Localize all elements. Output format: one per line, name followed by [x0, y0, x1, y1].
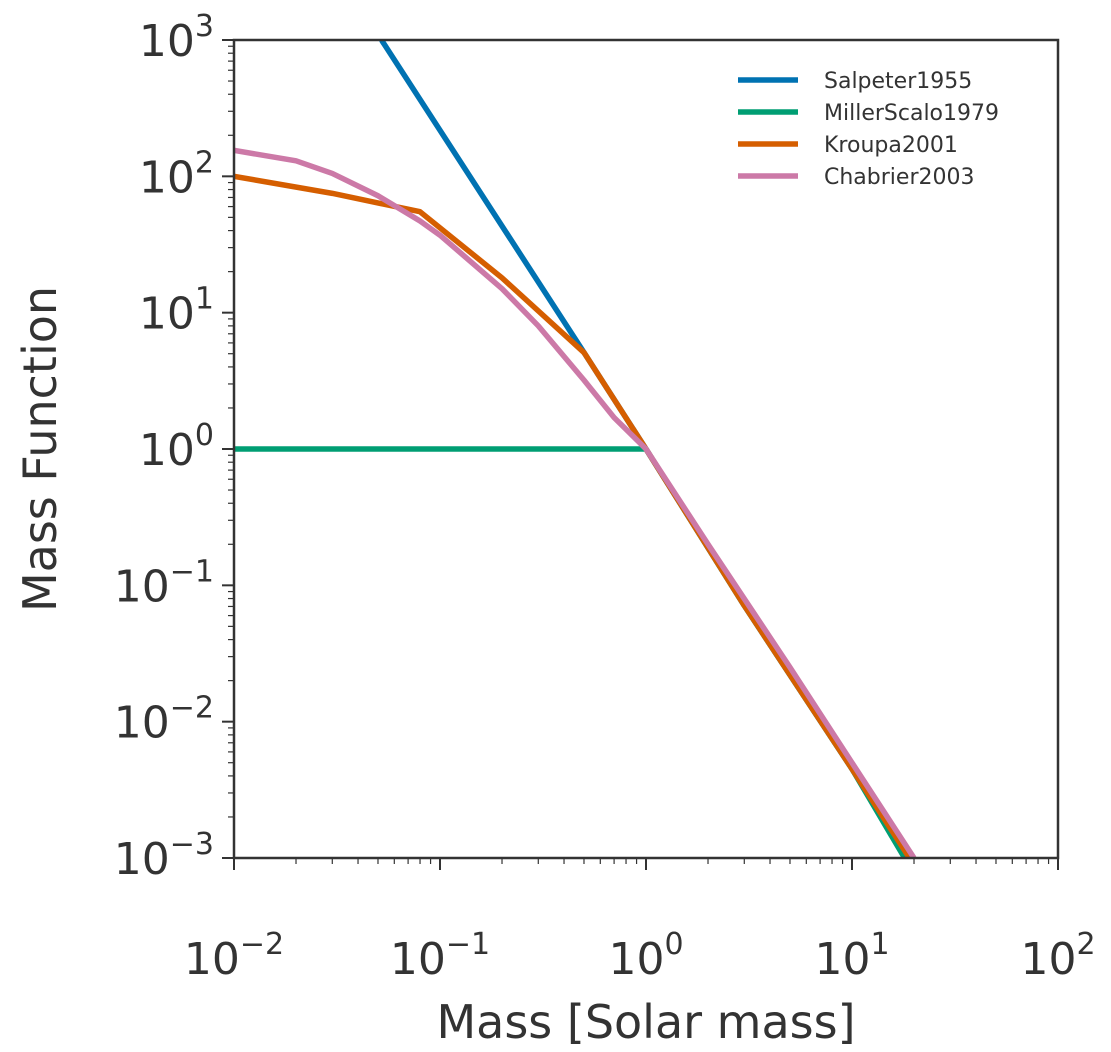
series-line-millerscalo1979 [234, 446, 907, 858]
x-tick-label: 101 [814, 927, 889, 985]
series-line-chabrier2003 [234, 147, 917, 858]
y-tick-label: 101 [139, 282, 214, 340]
x-axis-title: Mass [Solar mass] [436, 995, 855, 1049]
plot-frame [232, 38, 1060, 860]
y-tick-label: 10−1 [114, 554, 214, 612]
legend-label: Kroupa2001 [824, 133, 958, 158]
series-line-kroupa2001 [234, 173, 912, 858]
major-ticks [222, 39, 1059, 870]
legend-label: MillerScalo1979 [824, 101, 999, 126]
legend: Salpeter1955 MillerScalo1979 Kroupa2001 Cha… [738, 69, 999, 190]
x-tick-label: 10−1 [390, 927, 490, 985]
x-tick-label: 10−2 [184, 927, 284, 985]
y-tick-label: 10−2 [114, 691, 214, 749]
x-tick-labels: 10−2 10−1 100 101 102 [184, 927, 1096, 985]
y-tick-label: 10−3 [114, 827, 214, 885]
y-tick-label: 102 [139, 145, 214, 203]
y-tick-label: 103 [139, 9, 214, 67]
x-tick-label: 100 [608, 927, 683, 985]
legend-label: Chabrier2003 [824, 165, 974, 190]
legend-label: Salpeter1955 [824, 69, 972, 94]
y-tick-label: 100 [139, 418, 214, 476]
series-layer [234, 40, 917, 858]
y-axis-title: Mass Function [13, 286, 67, 612]
y-tick-labels: 10−3 10−2 10−1 100 101 102 103 [114, 9, 214, 885]
x-tick-label: 102 [1020, 927, 1095, 985]
